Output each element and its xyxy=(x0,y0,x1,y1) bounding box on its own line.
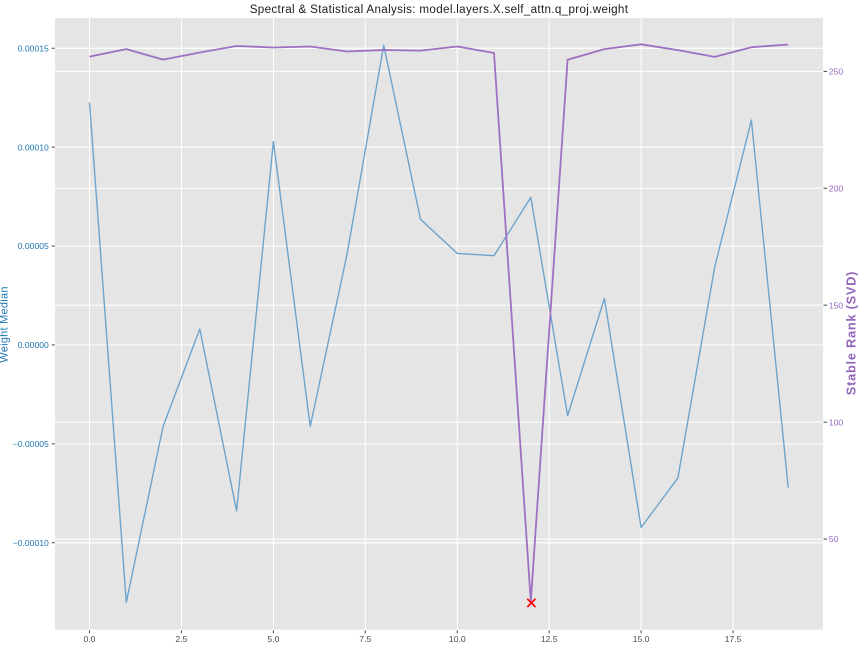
svg-text:100: 100 xyxy=(829,417,844,427)
svg-text:50: 50 xyxy=(829,534,839,544)
svg-text:5.0: 5.0 xyxy=(267,634,279,644)
svg-text:15.0: 15.0 xyxy=(633,634,650,644)
svg-text:Weight Median: Weight Median xyxy=(0,286,10,362)
svg-text:0.0: 0.0 xyxy=(84,634,96,644)
svg-text:200: 200 xyxy=(829,183,844,193)
svg-text:10.0: 10.0 xyxy=(449,634,466,644)
svg-text:7.5: 7.5 xyxy=(359,634,371,644)
svg-text:0.00015: 0.00015 xyxy=(18,43,49,53)
svg-text:12.5: 12.5 xyxy=(541,634,558,644)
svg-text:0.00010: 0.00010 xyxy=(18,142,49,152)
svg-text:2.5: 2.5 xyxy=(175,634,187,644)
svg-text:Spectral & Statistical Analysi: Spectral & Statistical Analysis: model.l… xyxy=(250,3,629,16)
svg-text:0.00000: 0.00000 xyxy=(18,340,49,350)
svg-text:−0.00010: −0.00010 xyxy=(13,538,49,548)
svg-text:Stable Rank (SVD): Stable Rank (SVD) xyxy=(843,271,858,395)
svg-text:17.5: 17.5 xyxy=(725,634,742,644)
svg-text:−0.00005: −0.00005 xyxy=(13,439,49,449)
svg-text:0.00005: 0.00005 xyxy=(18,241,49,251)
svg-text:150: 150 xyxy=(829,300,844,310)
svg-text:250: 250 xyxy=(829,67,844,77)
